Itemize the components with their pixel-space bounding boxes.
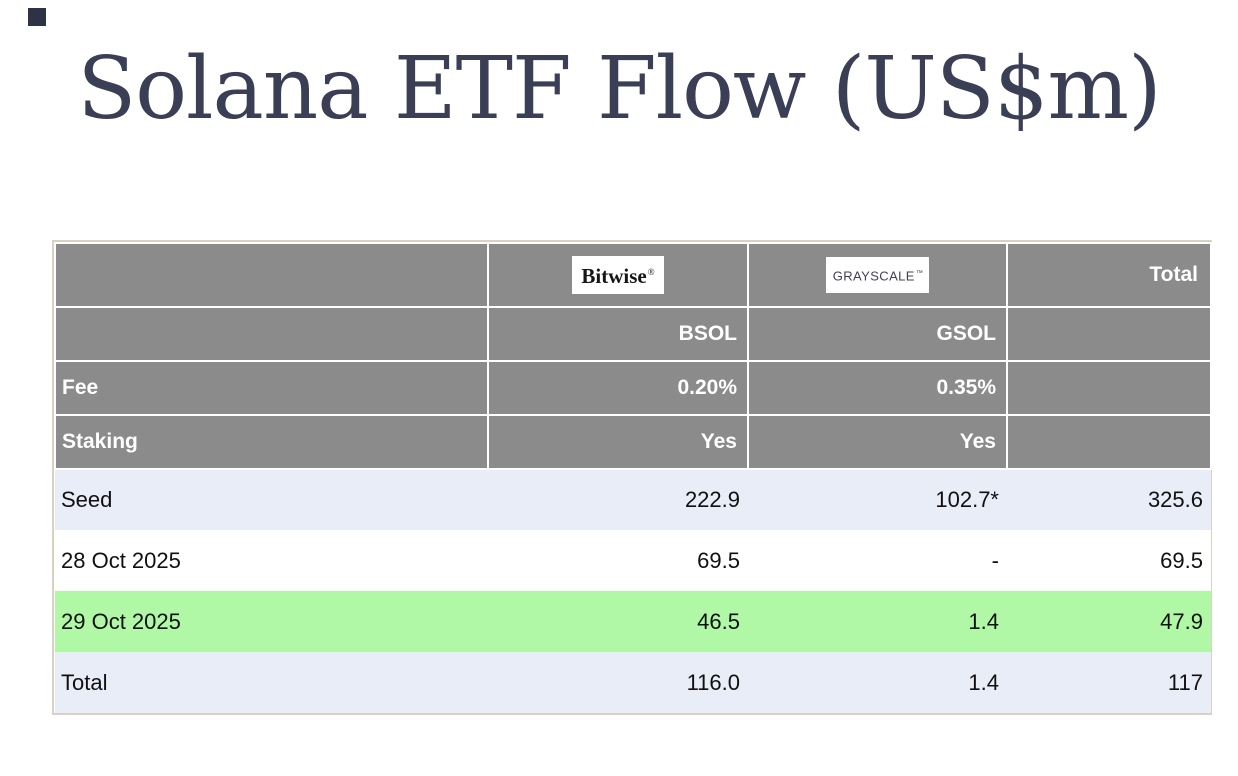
- table-row-seed: Seed 222.9 102.7* 325.6: [55, 469, 1211, 530]
- bsol-ticker-header: BSOL: [487, 306, 749, 362]
- bitwise-column-header: Bitwise®: [487, 242, 749, 308]
- registered-mark-icon: ®: [647, 267, 655, 277]
- brands-row-spacer: [54, 242, 489, 308]
- grayscale-logo: GRAYSCALE™: [825, 256, 930, 294]
- oct29-bsol-value: 46.5: [488, 591, 748, 652]
- seed-bsol-value: 222.9: [488, 469, 748, 530]
- staking-gsol-value: Yes: [747, 414, 1008, 470]
- oct29-total-value: 47.9: [1007, 591, 1211, 652]
- tickers-row-spacer: [54, 306, 489, 362]
- fee-total-spacer: [1006, 360, 1212, 416]
- table-row-tickers: BSOL GSOL: [54, 306, 1212, 362]
- gsol-ticker-header: GSOL: [747, 306, 1008, 362]
- total-column-header: Total: [1006, 242, 1212, 308]
- total-gsol-value: 1.4: [748, 652, 1007, 713]
- oct28-gsol-value: -: [748, 530, 1007, 591]
- staking-row-label: Staking: [54, 414, 489, 470]
- table-row-staking: Staking Yes Yes: [54, 414, 1212, 470]
- corner-marker: [28, 8, 46, 26]
- seed-gsol-value: 102.7*: [748, 469, 1007, 530]
- total-total-value: 117: [1007, 652, 1211, 713]
- oct29-row-label: 29 Oct 2025: [55, 591, 488, 652]
- staking-bsol-value: Yes: [487, 414, 749, 470]
- fee-gsol-value: 0.35%: [747, 360, 1008, 416]
- grayscale-column-header: GRAYSCALE™: [747, 242, 1008, 308]
- total-row-label: Total: [55, 652, 488, 713]
- grayscale-logo-text: GRAYSCALE: [832, 268, 915, 284]
- oct29-gsol-value: 1.4: [748, 591, 1007, 652]
- seed-row-label: Seed: [55, 469, 488, 530]
- table-row-total: Total 116.0 1.4 117: [55, 652, 1211, 713]
- trademark-mark-icon: ™: [915, 269, 924, 277]
- etf-flow-table-grid: Bitwise® GRAYSCALE™ Total BSOL GSOL Fee …: [54, 242, 1212, 713]
- oct28-total-value: 69.5: [1007, 530, 1211, 591]
- seed-total-value: 325.6: [1007, 469, 1211, 530]
- tickers-total-spacer: [1006, 306, 1212, 362]
- table-row-28-oct-2025: 28 Oct 2025 69.5 - 69.5: [55, 530, 1211, 591]
- oct28-row-label: 28 Oct 2025: [55, 530, 488, 591]
- staking-total-spacer: [1006, 414, 1212, 470]
- fee-bsol-value: 0.20%: [487, 360, 749, 416]
- table-row-fee: Fee 0.20% 0.35%: [54, 360, 1212, 416]
- bitwise-logo-text: Bitwise: [581, 264, 647, 288]
- total-bsol-value: 116.0: [488, 652, 748, 713]
- table-row-29-oct-2025-highlighted: 29 Oct 2025 46.5 1.4 47.9: [55, 591, 1211, 652]
- bitwise-logo: Bitwise®: [572, 256, 664, 294]
- fee-row-label: Fee: [54, 360, 489, 416]
- table-row-brands: Bitwise® GRAYSCALE™ Total: [54, 242, 1212, 308]
- oct28-bsol-value: 69.5: [488, 530, 748, 591]
- page-title: Solana ETF Flow (US$m): [77, 39, 1161, 139]
- etf-flow-table: Bitwise® GRAYSCALE™ Total BSOL GSOL Fee …: [52, 240, 1212, 715]
